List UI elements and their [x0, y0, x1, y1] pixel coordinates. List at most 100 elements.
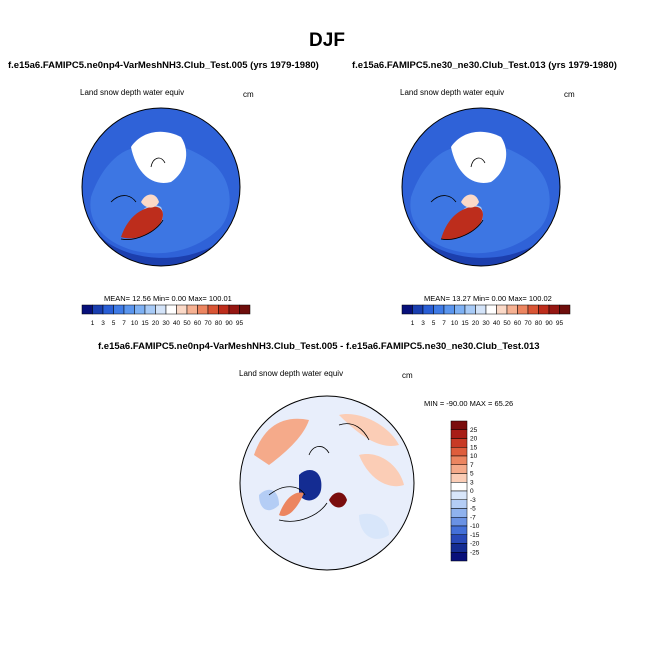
- colorbar-tick-label: 7: [122, 320, 126, 327]
- colorbar-swatch: [450, 552, 468, 562]
- colorbar-swatch: [450, 525, 468, 535]
- colorbar-swatch: [450, 420, 468, 430]
- colorbar-tick-label: 40: [173, 320, 181, 327]
- colorbar-swatch: [450, 490, 468, 500]
- colorbar-tick-label: 95: [236, 320, 244, 327]
- colorbar-tick-label: 3: [101, 320, 105, 327]
- colorbar-swatch: [475, 304, 487, 315]
- colorbar-tick-label: 90: [545, 320, 553, 327]
- colorbar-tick-label: 20: [152, 320, 160, 327]
- colorbar-swatch: [155, 304, 167, 315]
- panel-2-field-label: Land snow depth water equiv: [400, 88, 505, 97]
- colorbar-tick-label: 10: [470, 453, 478, 460]
- colorbar-swatch: [92, 304, 104, 315]
- panel-1-map: [81, 107, 241, 272]
- panel-1-title: f.e15a6.FAMIPC5.ne0np4-VarMeshNH3.Club_T…: [8, 60, 319, 71]
- colorbar-tick-label: 15: [141, 320, 149, 327]
- colorbar-tick-label: 70: [524, 320, 532, 327]
- colorbar-swatch: [450, 455, 468, 465]
- colorbar-tick-label: 70: [204, 320, 212, 327]
- colorbar-swatch: [412, 304, 424, 315]
- colorbar-tick-label: -7: [470, 514, 476, 521]
- diff-title: f.e15a6.FAMIPC5.ne0np4-VarMeshNH3.Club_T…: [98, 341, 540, 352]
- colorbar-tick-label: 30: [482, 320, 490, 327]
- colorbar-tick-label: 60: [194, 320, 202, 327]
- colorbar-swatch: [485, 304, 497, 315]
- colorbar-swatch: [422, 304, 434, 315]
- colorbar-swatch: [401, 304, 413, 315]
- colorbar-swatch: [81, 304, 93, 315]
- colorbar-tick-label: 40: [493, 320, 501, 327]
- colorbar-tick-label: -20: [470, 541, 480, 548]
- diff-stats: MIN = -90.00 MAX = 65.26: [424, 399, 514, 408]
- colorbar-swatch: [123, 304, 135, 315]
- colorbar-tick-label: 15: [470, 444, 478, 451]
- colorbar-tick-label: 25: [470, 427, 478, 434]
- colorbar-swatch: [450, 508, 468, 518]
- colorbar-tick-label: 60: [514, 320, 522, 327]
- panel-2-map: [401, 107, 561, 272]
- colorbar-swatch: [102, 304, 114, 315]
- colorbar-tick-label: -5: [470, 506, 476, 513]
- colorbar-tick-label: -15: [470, 532, 480, 539]
- colorbar-tick-label: 10: [451, 320, 459, 327]
- panel-2-stats: MEAN= 13.27 Min= 0.00 Max= 100.02: [424, 294, 552, 303]
- colorbar-tick-label: 7: [442, 320, 446, 327]
- colorbar-abs-1: 1 3 5 7 10 15 20 30 40 50 60 70 80 90 95: [81, 304, 251, 333]
- colorbar-swatch: [538, 304, 550, 315]
- colorbar-swatch: [548, 304, 560, 315]
- colorbar-tick-label: 1: [411, 320, 415, 327]
- colorbar-swatch: [144, 304, 156, 315]
- colorbar-swatch: [450, 464, 468, 474]
- colorbar-tick-label: 90: [225, 320, 233, 327]
- colorbar-swatch: [207, 304, 219, 315]
- colorbar-tick-label: 50: [183, 320, 191, 327]
- colorbar-tick-label: 20: [470, 436, 478, 443]
- colorbar-tick-label: 3: [470, 479, 474, 486]
- colorbar-tick-label: 20: [472, 320, 480, 327]
- colorbar-tick-label: 80: [215, 320, 223, 327]
- colorbar-swatch: [443, 304, 455, 315]
- colorbar-diff: 25 20 15 10 7 5 3 0 -3 -5 -7 -10 -15 -20 -25: [450, 420, 490, 570]
- colorbar-tick-label: -10: [470, 523, 480, 530]
- colorbar-swatch: [454, 304, 466, 315]
- colorbar-tick-label: 95: [556, 320, 564, 327]
- panel-1-field-label: Land snow depth water equiv: [80, 88, 185, 97]
- colorbar-swatch: [517, 304, 529, 315]
- colorbar-tick-label: 5: [470, 471, 474, 478]
- colorbar-swatch: [450, 447, 468, 457]
- panel-1-units: cm: [243, 90, 254, 99]
- colorbar-tick-label: 10: [131, 320, 139, 327]
- page-title: DJF: [309, 30, 345, 51]
- colorbar-swatch: [433, 304, 445, 315]
- colorbar-swatch: [450, 517, 468, 527]
- colorbar-abs-2: 1 3 5 7 10 15 20 30 40 50 60 70 80 90 95: [401, 304, 571, 333]
- colorbar-swatch: [450, 438, 468, 448]
- colorbar-tick-label: 3: [421, 320, 425, 327]
- diff-field-label: Land snow depth water equiv: [239, 369, 344, 378]
- colorbar-swatch: [113, 304, 125, 315]
- diff-units: cm: [402, 371, 413, 380]
- colorbar-tick-label: 1: [91, 320, 95, 327]
- colorbar-tick-label: 80: [535, 320, 543, 327]
- colorbar-tick-label: 7: [470, 462, 474, 469]
- colorbar-swatch: [450, 499, 468, 509]
- colorbar-abs-2-svg: 1 3 5 7 10 15 20 30 40 50 60 70 80 90 95: [401, 304, 571, 327]
- colorbar-tick-label: 50: [503, 320, 511, 327]
- colorbar-swatch: [186, 304, 198, 315]
- colorbar-swatch: [559, 304, 571, 315]
- colorbar-swatch: [450, 482, 468, 492]
- colorbar-swatch: [464, 304, 476, 315]
- panel-2-title: f.e15a6.FAMIPC5.ne30_ne30.Club_Test.013 …: [352, 60, 617, 71]
- diff-map: [239, 395, 415, 576]
- panel-1-stats: MEAN= 12.56 Min= 0.00 Max= 100.01: [104, 294, 232, 303]
- colorbar-swatch: [527, 304, 539, 315]
- colorbar-swatch: [450, 543, 468, 553]
- colorbar-swatch: [450, 534, 468, 544]
- colorbar-tick-label: 5: [432, 320, 436, 327]
- colorbar-tick-label: -25: [470, 549, 480, 556]
- colorbar-swatch: [218, 304, 230, 315]
- colorbar-tick-label: 0: [470, 488, 474, 495]
- colorbar-abs-1-svg: 1 3 5 7 10 15 20 30 40 50 60 70 80 90 95: [81, 304, 251, 327]
- colorbar-swatch: [450, 429, 468, 439]
